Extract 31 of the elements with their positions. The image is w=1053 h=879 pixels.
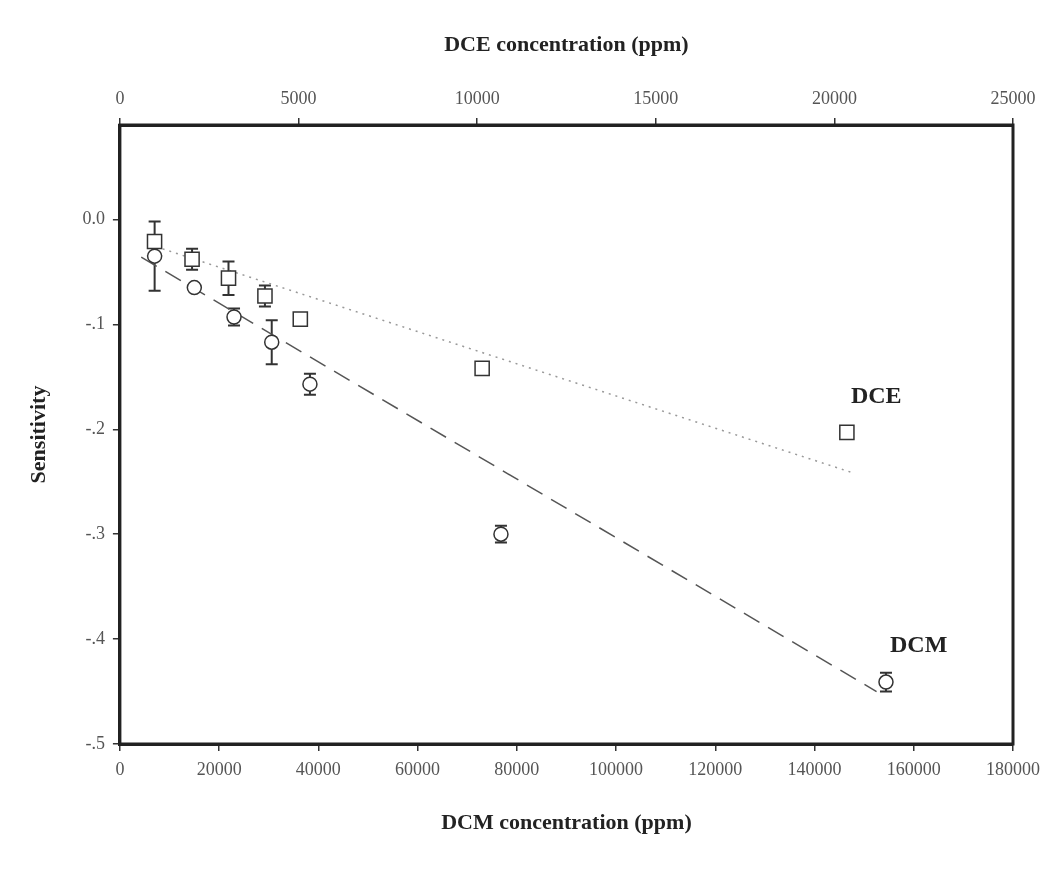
x-tick-label: 160000: [886, 758, 941, 779]
series-label: DCM: [889, 631, 948, 658]
y-tick-label: -.2: [85, 417, 105, 438]
x2-tick-label: 10000: [454, 87, 500, 108]
y-tick-label: 0.0: [82, 208, 105, 229]
x2-tick-label: 25000: [990, 87, 1036, 108]
y-tick-label: -.1: [85, 313, 105, 334]
x-tick-label: 180000: [986, 758, 1040, 779]
point: [302, 376, 318, 392]
x2-tick-label: 0: [115, 87, 125, 108]
x-tick-label: 120000: [688, 758, 743, 779]
x-tick-label: 140000: [787, 758, 842, 779]
y-tick-label: -.4: [85, 627, 105, 648]
point: [263, 334, 280, 350]
point: [146, 248, 163, 264]
series-label: DCE: [850, 381, 902, 408]
x-tick-label: 0: [115, 758, 125, 779]
y-tick-label: -.5: [85, 732, 105, 753]
x-tick-label: 100000: [589, 758, 644, 779]
y-axis-title: Sensitivity: [24, 385, 50, 484]
y-tick-label: -.3: [85, 522, 105, 543]
x2-axis-title: DCE concentration (ppm): [444, 30, 689, 56]
x-tick-label: 60000: [395, 758, 441, 779]
point: [186, 279, 203, 296]
x2-tick-label: 5000: [280, 87, 317, 108]
x-tick-label: 40000: [295, 758, 341, 779]
x2-tick-label: 20000: [811, 87, 857, 108]
x-tick-label: 80000: [494, 758, 540, 779]
x-axis-title: DCM concentration (ppm): [441, 809, 692, 835]
x-tick-label: 20000: [196, 758, 242, 779]
x2-tick-label: 15000: [633, 87, 679, 108]
